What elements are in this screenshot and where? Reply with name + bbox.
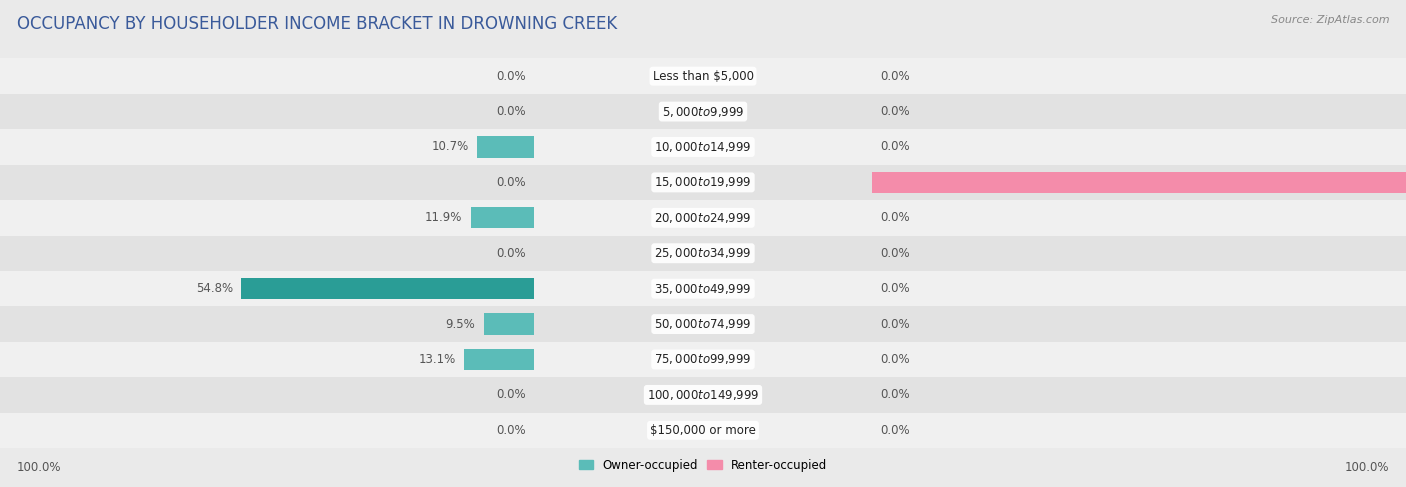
Bar: [0, 94, 1406, 129]
Bar: [484, 314, 534, 335]
Text: $150,000 or more: $150,000 or more: [650, 424, 756, 437]
Bar: [242, 278, 534, 300]
Text: Less than $5,000: Less than $5,000: [652, 70, 754, 83]
Text: $10,000 to $14,999: $10,000 to $14,999: [654, 140, 752, 154]
Bar: [0, 236, 1406, 271]
Text: $20,000 to $24,999: $20,000 to $24,999: [654, 211, 752, 225]
Text: 0.0%: 0.0%: [496, 70, 526, 83]
Text: 0.0%: 0.0%: [880, 318, 910, 331]
Bar: [0, 58, 1406, 94]
Text: $25,000 to $34,999: $25,000 to $34,999: [654, 246, 752, 260]
Text: 0.0%: 0.0%: [880, 105, 910, 118]
Text: OCCUPANCY BY HOUSEHOLDER INCOME BRACKET IN DROWNING CREEK: OCCUPANCY BY HOUSEHOLDER INCOME BRACKET …: [17, 15, 617, 33]
Text: 0.0%: 0.0%: [496, 176, 526, 189]
Text: 13.1%: 13.1%: [419, 353, 456, 366]
Text: $50,000 to $74,999: $50,000 to $74,999: [654, 317, 752, 331]
Text: 0.0%: 0.0%: [880, 211, 910, 225]
Bar: [872, 172, 1406, 193]
Text: $100,000 to $149,999: $100,000 to $149,999: [647, 388, 759, 402]
Text: 0.0%: 0.0%: [880, 282, 910, 295]
Bar: [0, 165, 1406, 200]
Text: 11.9%: 11.9%: [425, 211, 463, 225]
Text: $75,000 to $99,999: $75,000 to $99,999: [654, 353, 752, 367]
Bar: [0, 412, 1406, 448]
Text: 0.0%: 0.0%: [880, 140, 910, 153]
Bar: [0, 200, 1406, 236]
Text: Source: ZipAtlas.com: Source: ZipAtlas.com: [1271, 15, 1389, 25]
Text: 10.7%: 10.7%: [432, 140, 468, 153]
Text: 100.0%: 100.0%: [1344, 461, 1389, 474]
Bar: [477, 136, 534, 158]
Text: $15,000 to $19,999: $15,000 to $19,999: [654, 175, 752, 189]
Bar: [0, 342, 1406, 377]
Text: 0.0%: 0.0%: [496, 424, 526, 437]
Text: $5,000 to $9,999: $5,000 to $9,999: [662, 105, 744, 118]
Legend: Owner-occupied, Renter-occupied: Owner-occupied, Renter-occupied: [574, 454, 832, 476]
Text: 0.0%: 0.0%: [880, 389, 910, 401]
Bar: [471, 207, 534, 228]
Text: 0.0%: 0.0%: [496, 389, 526, 401]
Text: $35,000 to $49,999: $35,000 to $49,999: [654, 281, 752, 296]
Text: 0.0%: 0.0%: [880, 424, 910, 437]
Text: 54.8%: 54.8%: [195, 282, 233, 295]
Text: 0.0%: 0.0%: [496, 105, 526, 118]
Text: 9.5%: 9.5%: [446, 318, 475, 331]
Bar: [0, 306, 1406, 342]
Bar: [0, 271, 1406, 306]
Bar: [464, 349, 534, 370]
Text: 0.0%: 0.0%: [880, 70, 910, 83]
Bar: [0, 129, 1406, 165]
Text: 0.0%: 0.0%: [496, 247, 526, 260]
Text: 0.0%: 0.0%: [880, 247, 910, 260]
Text: 100.0%: 100.0%: [17, 461, 62, 474]
Text: 0.0%: 0.0%: [880, 353, 910, 366]
Bar: [0, 377, 1406, 412]
